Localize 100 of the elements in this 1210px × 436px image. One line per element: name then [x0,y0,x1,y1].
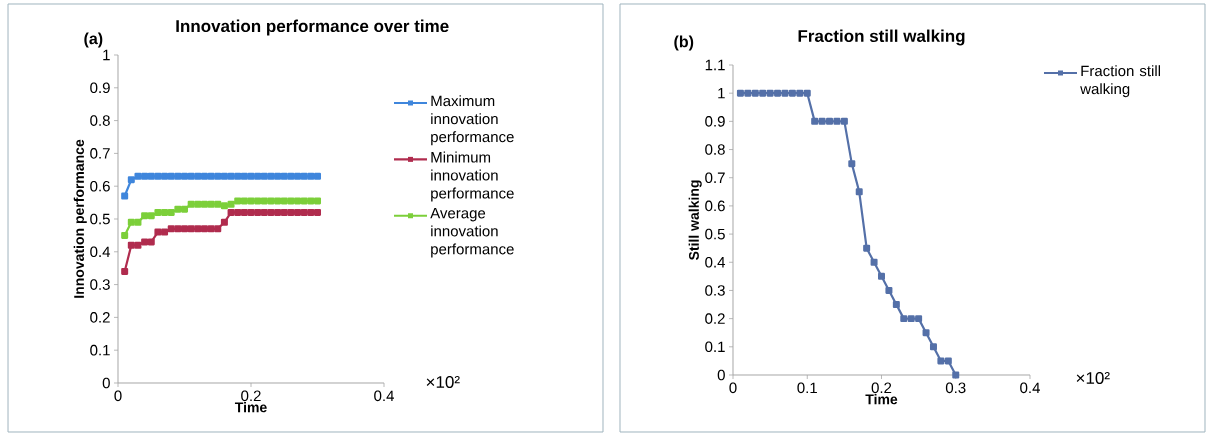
point [294,172,302,180]
point [247,208,255,216]
point [207,225,215,233]
point [194,172,202,180]
point [878,272,885,280]
y-tick-label: 0.3 [705,285,725,296]
point [803,89,811,97]
x-tick-label: 0 [114,390,122,402]
chart-title: Innovation performance over time [176,19,449,36]
point [247,172,255,180]
point [300,208,308,216]
x-axis-title: Time [234,402,267,413]
text: ×10² [1076,371,1110,385]
y-axis-title: Still walking [688,180,702,261]
point [141,172,149,180]
point [774,89,782,97]
legend-label: Average innovation performance [430,207,514,258]
point [759,89,767,97]
point [300,197,308,205]
point [915,315,923,323]
chart-title: Fraction still walking [798,29,965,46]
point [267,197,275,205]
point [796,89,804,97]
point [187,200,195,208]
point [234,208,242,216]
point [147,238,155,246]
point [314,172,322,180]
point [161,172,169,180]
point [751,89,759,97]
point [736,89,744,97]
point [937,357,945,365]
legend-label: Minimum innovation performance [431,151,514,202]
point [220,202,228,210]
text: ×10² [426,375,460,389]
point [207,200,215,208]
x-tick-label: 0.4 [1020,382,1040,394]
point [929,343,937,351]
point [267,172,275,180]
point [260,197,268,205]
point [214,200,222,208]
point [885,286,893,294]
point [227,208,235,216]
point [818,117,826,125]
point [274,208,282,216]
legend-label: Fraction still walking [1080,65,1161,98]
y-tick-label: 0.2 [90,312,110,323]
y-tick-label: 0.7 [90,148,110,159]
point [174,225,182,233]
point [287,197,295,205]
x-tick-label: 0.2 [241,390,261,402]
point [181,172,189,180]
point [174,205,182,213]
point [280,208,288,216]
point [254,197,262,205]
point [280,172,288,180]
point [121,267,129,275]
point [287,208,295,216]
point [240,172,248,180]
y-tick-label: 0.6 [90,180,110,192]
legend-label: Maximum innovation performance [431,95,514,146]
text: (b) [674,35,694,51]
point [766,89,774,97]
y-tick-label: 0.5 [705,228,725,240]
y-tick-label: 0.2 [705,313,725,324]
point [307,172,315,180]
point [300,172,308,180]
point [744,89,752,97]
point [200,225,208,233]
point [161,208,169,216]
y-tick-label: 0.4 [705,256,726,268]
point [254,208,262,216]
point [174,172,182,180]
point [314,208,322,216]
point [952,371,960,379]
y-tick-label: 0.3 [90,279,110,290]
point [127,218,135,226]
point [922,329,930,337]
point [147,172,155,180]
text: (a) [84,32,103,48]
point [274,197,282,205]
point [181,205,189,213]
point [274,172,282,180]
y-tick-label: 0.8 [90,115,110,126]
point [314,197,322,205]
point [826,117,834,125]
y-tick-label: 0.5 [90,213,110,225]
point [181,225,189,233]
point [134,172,142,180]
point [200,200,208,208]
point [214,172,222,180]
point [240,197,248,205]
point [900,315,908,323]
x-axis-title: Time [865,394,898,405]
y-tick-label: 0 [717,369,725,381]
point [121,231,129,239]
point [141,238,149,246]
x-tick-label: 0.3 [945,382,966,394]
point [121,192,129,200]
point [848,160,856,168]
x-tick-label: 0.1 [797,382,817,394]
